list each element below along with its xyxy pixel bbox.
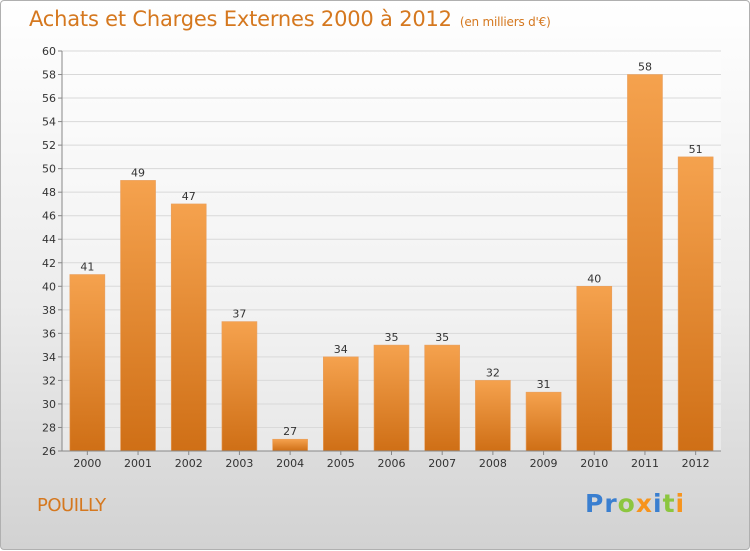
y-tick-label: 28: [42, 421, 56, 434]
y-tick-label: 32: [42, 374, 56, 387]
y-tick-label: 36: [42, 327, 56, 340]
x-tick-label: 2004: [276, 457, 304, 470]
data-label: 40: [587, 272, 601, 285]
data-label: 47: [182, 190, 196, 203]
bar: [627, 74, 663, 452]
logo-letter: t: [662, 489, 676, 518]
bar: [323, 356, 359, 452]
chart-title-text: Achats et Charges Externes 2000 à 2012: [29, 7, 452, 31]
x-tick-label: 2003: [225, 457, 253, 470]
y-tick-label: 42: [42, 257, 56, 270]
bar: [272, 438, 308, 452]
logo-letter: x: [635, 489, 653, 518]
y-tick-label: 40: [42, 280, 56, 293]
x-axis: 2000 2001 2002 2003 2004 2005 2006 2007 2008 2009…: [62, 450, 721, 470]
bar: [525, 391, 562, 452]
x-tick-label: 2008: [479, 457, 507, 470]
y-tick-label: 46: [42, 210, 56, 223]
bars: [69, 74, 714, 452]
bar: [170, 203, 207, 452]
y-tick-label: 50: [42, 163, 56, 176]
y-tick-label: 34: [42, 351, 56, 364]
logo-letter: o: [617, 489, 636, 518]
bar: [424, 344, 460, 452]
bar: [221, 321, 258, 452]
bar: [475, 380, 511, 452]
x-tick-label: 2001: [124, 457, 152, 470]
y-tick-label: 52: [42, 139, 56, 152]
x-tick-label: 2009: [530, 457, 558, 470]
bar: [120, 180, 156, 452]
x-tick-label: 2000: [73, 457, 101, 470]
data-label: 35: [435, 331, 449, 344]
y-tick-label: 30: [42, 398, 56, 411]
x-tick-label: 2005: [327, 457, 355, 470]
y-tick-label: 48: [42, 186, 56, 199]
bar: [69, 274, 106, 452]
chart-title: Achats et Charges Externes 2000 à 2012 (e…: [29, 7, 551, 31]
y-tick-label: 44: [42, 233, 56, 246]
commune-name: POUILLY: [37, 495, 106, 516]
proxiti-logo: Proxiti: [585, 489, 685, 518]
logo-letter: i: [653, 489, 663, 518]
x-tick-label: 2012: [682, 457, 710, 470]
logo-letter: r: [604, 489, 618, 518]
y-tick-label: 58: [42, 69, 56, 82]
logo-letter: P: [585, 489, 605, 518]
data-label: 31: [537, 378, 551, 391]
data-label: 35: [385, 331, 399, 344]
y-axis: 26 28 30 32 34 36 38 40 42 44 46 48 50 52 54 56 58 60: [42, 45, 63, 458]
y-tick-label: 26: [42, 445, 56, 458]
data-labels: 41 49 47 37 27 34 35 35 32 31 40 58 51: [80, 61, 702, 439]
data-label: 34: [334, 343, 348, 356]
logo-letter: i: [675, 489, 686, 518]
x-tick-label: 2002: [175, 457, 203, 470]
y-tick-label: 38: [42, 304, 56, 317]
y-tick-label: 60: [42, 45, 56, 58]
x-tick-label: 2010: [580, 457, 608, 470]
x-tick-label: 2011: [631, 457, 659, 470]
bar: [677, 156, 714, 452]
data-label: 58: [638, 61, 652, 74]
data-label: 49: [131, 166, 145, 179]
y-tick-label: 56: [42, 92, 56, 105]
y-tick-label: 54: [42, 116, 56, 129]
chart-unit: (en milliers d'€): [459, 15, 551, 29]
data-label: 32: [486, 366, 500, 379]
data-label: 27: [283, 425, 297, 438]
data-label: 37: [232, 308, 246, 321]
data-label: 51: [689, 143, 703, 156]
bar: [373, 344, 410, 452]
bar: [576, 285, 613, 452]
x-tick-label: 2007: [428, 457, 456, 470]
data-label: 41: [80, 261, 94, 274]
x-tick-label: 2006: [378, 457, 406, 470]
